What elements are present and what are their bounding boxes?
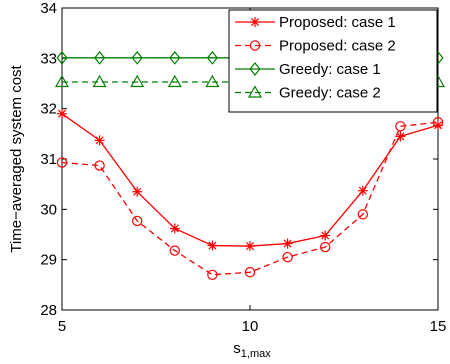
legend-swatch-marker [247, 85, 263, 98]
data-point-proposed-case-1 [132, 186, 143, 197]
y-tick-label: 30 [40, 201, 57, 218]
data-point-proposed-case-1 [320, 230, 331, 241]
data-point-proposed-case-1 [207, 240, 218, 251]
data-point-greedy-case-2 [130, 74, 145, 88]
data-point-proposed-case-2 [432, 117, 444, 128]
data-point-proposed-case-1 [245, 241, 255, 252]
data-point-greedy-case-1 [169, 50, 181, 65]
x-tick-label: 15 [430, 318, 447, 335]
series-proposed-case-2 [56, 117, 444, 280]
data-point-greedy-case-2 [167, 74, 182, 88]
data-point-proposed-case-2 [207, 269, 218, 280]
legend-swatch-marker [250, 17, 260, 27]
data-point-proposed-case-2 [56, 157, 68, 168]
legend-label: Proposed: case 1 [279, 14, 396, 31]
data-point-greedy-case-1 [94, 50, 106, 65]
data-point-proposed-case-2 [320, 241, 331, 253]
x-axis-label: s1,max [233, 340, 271, 360]
data-point-greedy-case-2 [92, 74, 107, 88]
y-tick-label: 33 [40, 50, 57, 67]
data-point-proposed-case-1 [169, 223, 180, 234]
data-point-proposed-case-1 [57, 108, 67, 119]
data-point-proposed-case-1 [395, 131, 406, 142]
data-point-proposed-case-2 [395, 121, 406, 132]
legend-swatch-marker [249, 62, 261, 76]
legend-label: Proposed: case 2 [279, 38, 396, 55]
data-point-greedy-case-2 [205, 74, 220, 88]
data-point-proposed-case-2 [131, 215, 143, 227]
x-axis-label-main: s [233, 340, 241, 357]
data-point-proposed-case-2 [169, 245, 180, 256]
data-point-proposed-case-2 [244, 267, 256, 278]
data-point-proposed-case-1 [282, 238, 293, 249]
y-tick-label: 28 [40, 302, 57, 319]
y-axis-label: Time−averaged system cost [8, 64, 25, 252]
legend-swatch-marker [249, 40, 261, 51]
legend-entry-proposed-case-1: Proposed: case 1 [235, 14, 396, 31]
legend-box [228, 9, 438, 113]
series-proposed-case-1 [57, 108, 443, 252]
axis-ticks: 5 10 15 28 29 30 31 32 33 34 [40, 0, 446, 335]
legend-entry-greedy-case-2: Greedy: case 2 [235, 85, 381, 102]
x-tick-label: 10 [242, 318, 259, 335]
y-tick-label: 29 [40, 252, 57, 269]
y-tick-label: 34 [40, 0, 57, 17]
data-point-proposed-case-2 [94, 160, 105, 171]
legend-entry-greedy-case-1: Greedy: case 1 [235, 61, 381, 78]
data-point-proposed-case-2 [282, 251, 293, 263]
legend-label: Greedy: case 1 [279, 61, 381, 78]
data-point-proposed-case-2 [357, 209, 368, 220]
data-point-greedy-case-1 [206, 50, 218, 65]
legend-label: Greedy: case 2 [279, 85, 381, 102]
x-tick-label: 5 [58, 318, 66, 335]
legend: Proposed: case 1 Proposed: case 2 Greedy: … [228, 9, 438, 113]
data-point-greedy-case-1 [131, 50, 143, 65]
data-point-proposed-case-1 [94, 135, 105, 146]
series-line-proposed-case-2 [61, 121, 439, 276]
data-point-greedy-case-2 [54, 74, 70, 88]
data-point-proposed-case-1 [357, 185, 368, 196]
y-tick-label: 32 [40, 101, 57, 118]
x-axis-label-subscript: 1,max [241, 348, 271, 360]
y-tick-label: 31 [40, 151, 57, 168]
data-point-greedy-case-1 [56, 50, 68, 65]
legend-entry-proposed-case-2: Proposed: case 2 [235, 38, 396, 55]
